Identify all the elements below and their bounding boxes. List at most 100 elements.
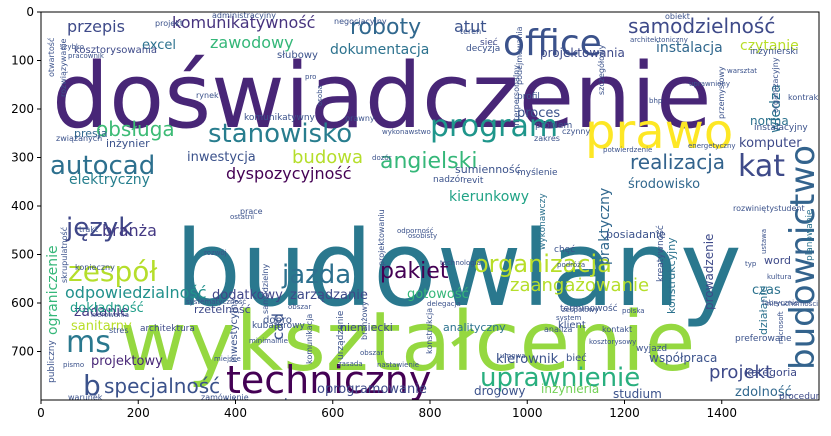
x-tick-label: 200: [127, 406, 150, 420]
y-axis: 0 100 200 300 400 500 600 700: [11, 5, 41, 359]
cloud-word: projekt: [155, 19, 183, 28]
x-tick-label: 1000: [512, 406, 543, 420]
cloud-word: realizacja: [630, 150, 725, 174]
cloud-word: potwierdzenie: [603, 146, 652, 154]
cloud-word: bieć: [566, 352, 587, 364]
cloud-word: zamówienie: [201, 392, 249, 402]
cloud-word: publiczny: [47, 339, 57, 383]
cloud-word: analityczny: [443, 321, 506, 334]
cloud-word: budowa: [292, 147, 363, 168]
cloud-word: preferowane: [735, 334, 792, 344]
cloud-word: bhp: [649, 97, 663, 105]
cloud-word: konstrukcyjny: [665, 237, 678, 314]
cloud-word: word: [764, 254, 791, 267]
cloud-word: teren: [460, 27, 481, 36]
cloud-word: oprogramowanie: [317, 382, 427, 397]
cloud-word: analiza: [544, 325, 573, 334]
cloud-word: jazda: [281, 260, 351, 290]
cloud-word: przepis: [67, 17, 125, 36]
cloud-word: kierowania: [225, 397, 296, 412]
cloud-word: umowa: [500, 352, 526, 360]
cloud-word: konstrukcja: [425, 308, 434, 354]
y-tick-label: 600: [11, 296, 34, 310]
y-tick-label: 700: [11, 345, 34, 359]
x-axis: 0 200 400 600 800 1000 1200 1400: [37, 400, 737, 420]
cloud-word: komunikacja: [305, 314, 314, 364]
cloud-word: projektowaniu: [377, 209, 386, 266]
cloud-word: program: [430, 109, 558, 144]
cloud-word: kontrakt: [788, 93, 821, 102]
cloud-word: osoba: [316, 85, 324, 106]
cloud-word: zakres: [534, 134, 560, 143]
cloud-word: inżynier: [106, 137, 150, 150]
y-tick-label: 0: [26, 5, 34, 19]
cloud-word: budowlany: [175, 208, 742, 330]
cloud-word: inwestycja: [187, 150, 256, 165]
cloud-word: zespołowy: [562, 306, 599, 314]
cloud-word: współpraca: [649, 351, 717, 365]
cloud-word: samodzielny: [261, 264, 270, 314]
cloud-word: inżynieria: [541, 382, 599, 396]
cloud-word: prawny: [345, 114, 375, 123]
cloud-word: urządzenie: [336, 310, 346, 360]
cloud-word: klient: [558, 320, 586, 331]
cloud-word: odporność: [397, 227, 434, 235]
cloud-word: sieć: [480, 37, 498, 48]
x-tick-label: 800: [419, 406, 442, 420]
cloud-word: decyzja: [466, 44, 500, 54]
cloud-word: posiadanie: [606, 228, 666, 241]
cloud-word: stanowisko: [208, 119, 352, 149]
cloud-word: inżynierski: [750, 47, 798, 57]
cloud-word: kierunkowy: [449, 189, 529, 205]
cloud-word: cad: [269, 313, 287, 340]
cloud-word: otwartość: [46, 38, 56, 77]
cloud-word: zespół: [68, 255, 157, 288]
cloud-word: niemiecki: [340, 321, 393, 334]
cloud-word: studium: [613, 387, 662, 401]
cloud-word: myślenie: [517, 167, 558, 178]
cloud-word: nieruchomości: [767, 300, 818, 308]
cloud-word: pracownik: [68, 52, 105, 60]
cloud-word: związanych: [56, 134, 102, 143]
cloud-word: atut: [454, 17, 487, 36]
cloud-word: elektryczny: [69, 172, 150, 188]
cloud-word: dokładność: [70, 301, 144, 316]
cloud-word: warunek: [68, 393, 103, 402]
cloud-word: przemysłowy: [717, 66, 726, 119]
cloud-word: doświadczenie: [52, 44, 712, 149]
cloud-word: dodatkowy: [212, 288, 283, 303]
cloud-word: szczegółowy: [596, 44, 606, 95]
cloud-word: drogowy: [474, 384, 526, 398]
cloud-word: systematyczność: [186, 298, 246, 306]
cloud-word: wykonawczy: [538, 193, 548, 250]
cloud-word: roboty: [350, 15, 421, 40]
cloud-word: sanitarny: [71, 319, 132, 334]
cloud-word: interpersonalny: [512, 65, 521, 128]
cloud-word: zadanie: [74, 304, 129, 320]
cloud-word: warsztat: [727, 67, 757, 75]
cloud-word: dokumentacja: [330, 42, 429, 58]
cloud-word: projekt: [709, 362, 772, 383]
cloud-word: negocjacyjny: [334, 17, 387, 26]
cloud-word: rozwiązywanie: [59, 38, 68, 97]
cloud-word: planowanie: [805, 209, 815, 261]
y-tick-label: 500: [11, 248, 34, 262]
cloud-word: komputer: [739, 136, 802, 151]
cloud-word: kierownik: [496, 352, 559, 367]
cloud-word: dobro: [263, 315, 292, 326]
cloud-word: techniczny: [226, 358, 431, 402]
cloud-word: specjalność: [104, 374, 220, 398]
cloud-word: uprawniony: [689, 80, 730, 88]
y-tick-label: 100: [11, 54, 34, 68]
cloud-word: kultura: [767, 273, 792, 281]
cloud-word: budownictwo: [783, 145, 823, 370]
cloud-word: autocad: [50, 151, 155, 181]
cloud-word: norma: [750, 114, 789, 128]
cloud-word: wykształcenie: [120, 295, 695, 390]
cloud-word: prace: [240, 207, 263, 216]
cloud-word: miejsce: [214, 355, 241, 363]
cloud-word: profil: [517, 92, 540, 102]
cloud-word: komunikatywność: [172, 13, 315, 32]
cloud-word: ms: [66, 325, 111, 360]
